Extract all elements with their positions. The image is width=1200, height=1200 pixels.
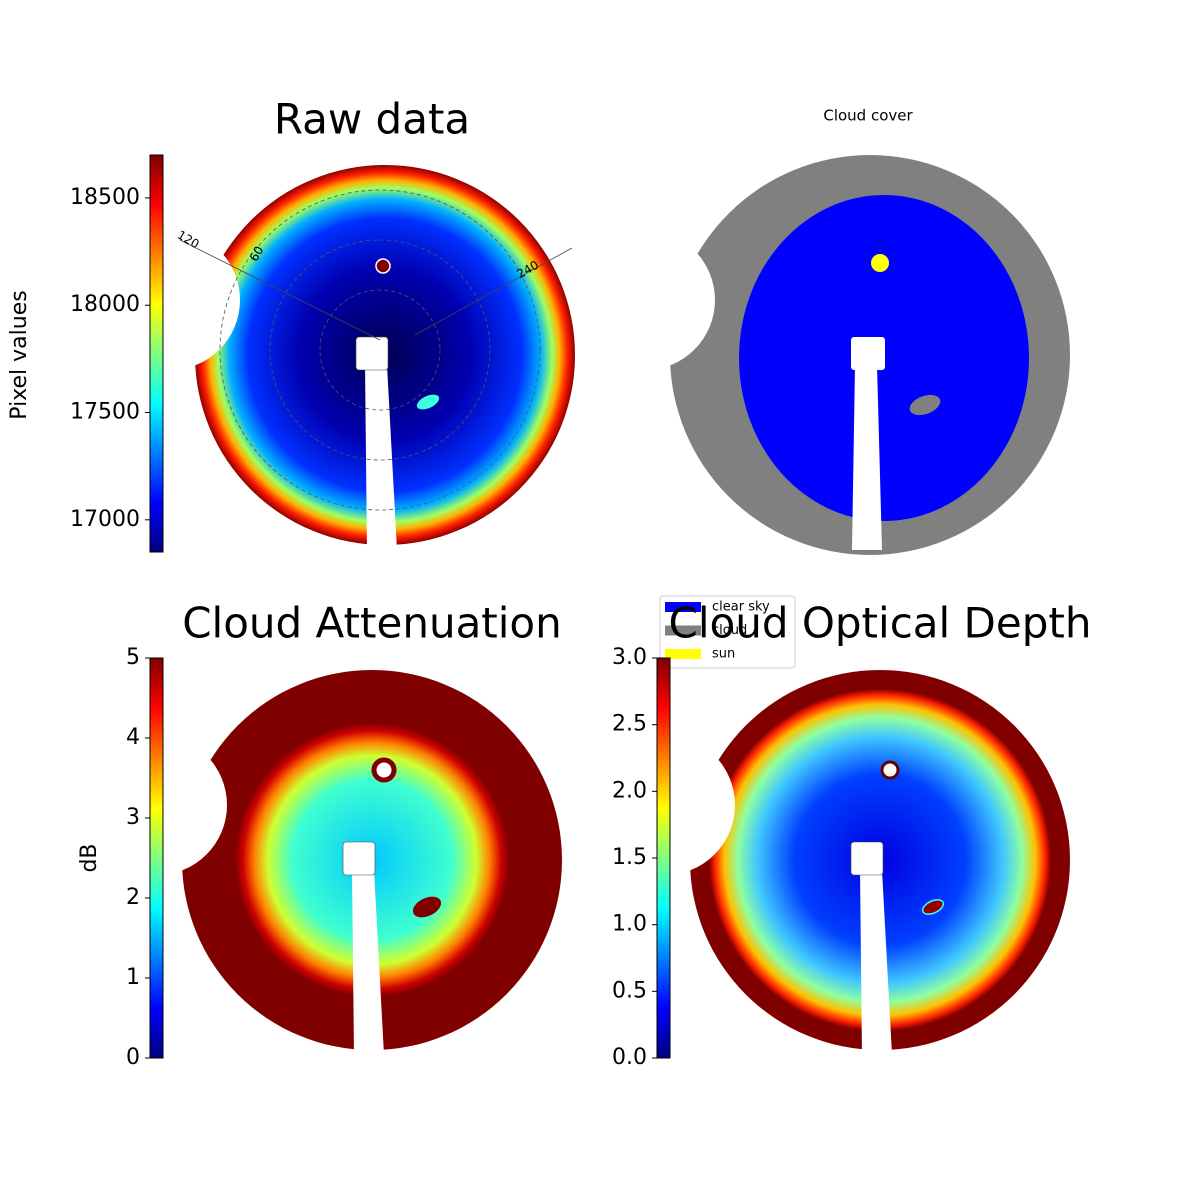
mast bbox=[852, 365, 882, 550]
panel-title: Raw data bbox=[274, 95, 470, 144]
panel-title: Cloud cover bbox=[823, 107, 913, 125]
colorbar-label: dB bbox=[77, 843, 102, 872]
cloud-patch bbox=[921, 899, 945, 915]
mast-head bbox=[850, 841, 884, 876]
colorbar-tick-label: 0 bbox=[126, 1045, 140, 1070]
mast bbox=[365, 365, 397, 550]
sun bbox=[371, 757, 397, 783]
colorbar-tick-label: 4 bbox=[126, 725, 140, 750]
colorbar-tick-label: 3.0 bbox=[612, 645, 647, 670]
polar-grid bbox=[414, 247, 573, 336]
polar-grid bbox=[319, 289, 441, 411]
image-mask bbox=[100, 230, 240, 370]
colorbar-tick-label: 17500 bbox=[70, 400, 140, 425]
polar-label: 60 bbox=[247, 244, 267, 264]
polar-grid bbox=[179, 239, 381, 341]
mast bbox=[860, 870, 892, 1055]
sun bbox=[375, 258, 391, 274]
colorbar-tick-label: 2.0 bbox=[612, 778, 647, 803]
colorbar bbox=[149, 657, 164, 1059]
sun bbox=[871, 254, 889, 272]
colorbar-tick-label: 2 bbox=[126, 885, 140, 910]
mast-head bbox=[851, 337, 885, 370]
panel-title: Cloud Attenuation bbox=[182, 599, 562, 648]
legend-label: sun bbox=[712, 647, 735, 662]
colorbar-tick-label: 1.5 bbox=[612, 845, 647, 870]
legend-swatch bbox=[665, 625, 701, 636]
legend-swatch bbox=[665, 649, 701, 659]
mast bbox=[352, 870, 384, 1055]
polar-grid bbox=[219, 189, 541, 511]
mast-head bbox=[355, 336, 389, 371]
polar-grid bbox=[269, 239, 491, 461]
colorbar-tick-label: 17000 bbox=[70, 507, 140, 532]
legend-swatch bbox=[665, 602, 701, 612]
sun bbox=[880, 760, 900, 780]
legend: clear sky cloud sun bbox=[659, 595, 796, 669]
colorbar-tick-label: 18000 bbox=[70, 292, 140, 317]
colorbar bbox=[149, 154, 164, 553]
panel-title: Cloud Optical Depth bbox=[669, 599, 1092, 648]
colorbar-tick-label: 5 bbox=[126, 645, 140, 670]
mast-head bbox=[342, 841, 376, 876]
colorbar-tick-label: 1.0 bbox=[612, 912, 647, 937]
colorbar-tick-label: 3 bbox=[126, 805, 140, 830]
colorbar-tick-label: 2.5 bbox=[612, 712, 647, 737]
colorbar-tick-label: 0.0 bbox=[612, 1045, 647, 1070]
colorbar-tick-label: 1 bbox=[126, 965, 140, 990]
colorbar-tick-label: 0.5 bbox=[612, 978, 647, 1003]
colorbar-label: Pixel values bbox=[7, 290, 32, 419]
image-mask bbox=[575, 230, 715, 370]
legend-label: cloud bbox=[712, 623, 747, 638]
colorbar bbox=[656, 657, 671, 1059]
cloud-patch bbox=[909, 394, 941, 416]
cloud-patch bbox=[416, 394, 440, 410]
legend-label: clear sky bbox=[712, 600, 770, 615]
cloud-patch bbox=[412, 896, 442, 918]
colorbar-tick-label: 18500 bbox=[70, 185, 140, 210]
